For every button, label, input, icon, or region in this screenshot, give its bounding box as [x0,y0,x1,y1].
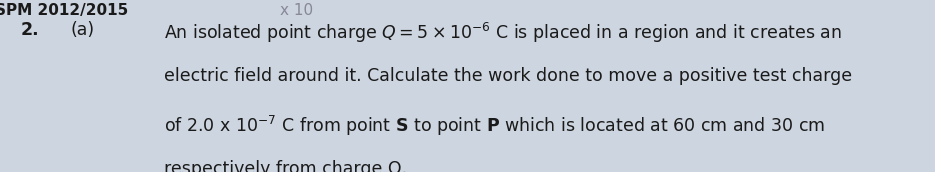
Text: 2.: 2. [21,21,39,39]
Text: x 10: x 10 [280,3,313,18]
Text: of 2.0 x $10^{-7}$ C from point $\mathbf{S}$ to point $\mathbf{P}$ which is loca: of 2.0 x $10^{-7}$ C from point $\mathbf… [164,114,825,138]
Text: respectively from charge Q.: respectively from charge Q. [164,160,407,172]
Text: (a): (a) [70,21,94,39]
Text: SPM 2012/2015: SPM 2012/2015 [0,3,129,18]
Text: electric field around it. Calculate the work done to move a positive test charge: electric field around it. Calculate the … [164,67,852,85]
Text: An isolated point charge $Q = 5 \times 10^{-6}$ C is placed in a region and it c: An isolated point charge $Q = 5 \times 1… [164,21,842,45]
